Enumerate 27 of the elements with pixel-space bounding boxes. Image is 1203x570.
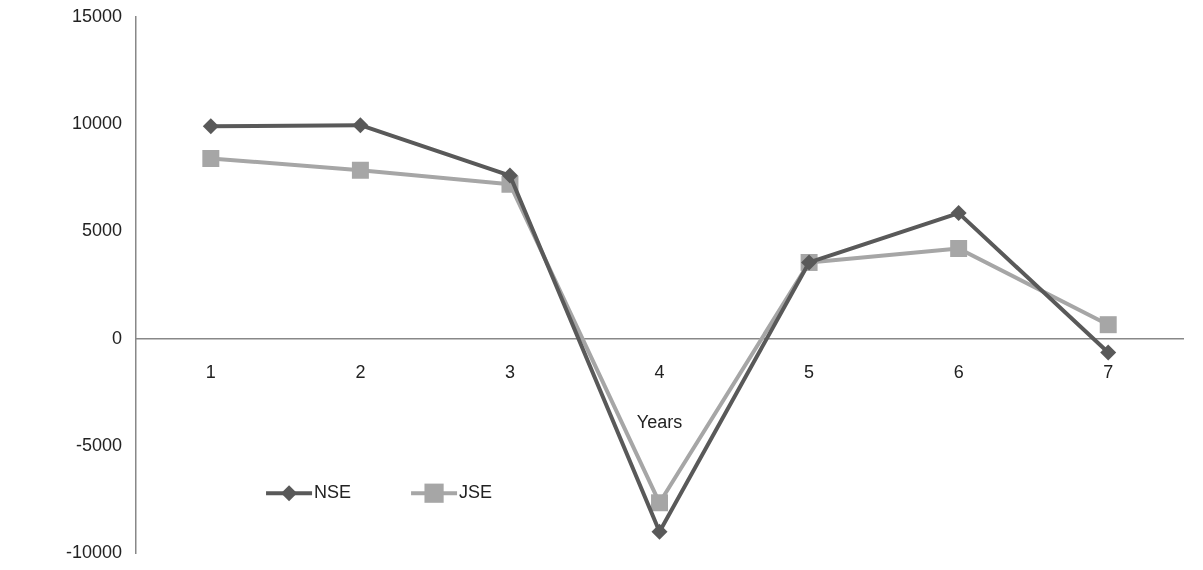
legend-label: NSE <box>314 482 352 503</box>
point <box>202 118 219 135</box>
y-tick-label: 0 <box>112 327 123 348</box>
point <box>950 205 967 222</box>
point <box>202 149 220 167</box>
point <box>501 167 518 184</box>
point <box>351 161 369 179</box>
point <box>950 240 968 258</box>
y-tick-label: 5000 <box>82 220 123 241</box>
x-tick-label: 5 <box>804 362 815 383</box>
point <box>651 523 668 540</box>
x-tick-label: 6 <box>953 362 964 383</box>
x-tick-label: 2 <box>355 362 366 383</box>
x-tick-label: 4 <box>654 362 665 383</box>
y-tick-label: 15000 <box>71 5 123 26</box>
point <box>1100 344 1117 361</box>
point <box>651 494 669 512</box>
y-tick-label: -5000 <box>76 434 123 455</box>
y-tick-label: 10000 <box>71 113 123 134</box>
point <box>352 117 369 134</box>
y-tick-label: -10000 <box>65 542 123 563</box>
legend-label: JSE <box>459 482 493 503</box>
point <box>1099 316 1117 334</box>
x-tick-label: 3 <box>504 362 515 383</box>
x-tick-label: 7 <box>1103 362 1114 383</box>
x-axis-title: Years <box>636 412 683 433</box>
x-tick-label: 1 <box>205 362 216 383</box>
